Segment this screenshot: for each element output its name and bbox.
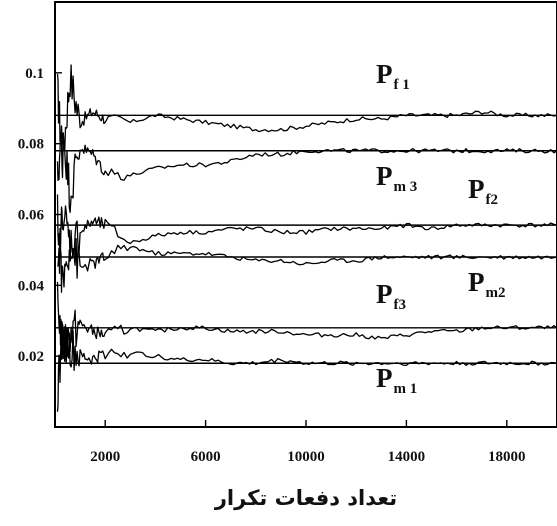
series-label-main: P bbox=[376, 279, 393, 309]
series-label-sub: f3 bbox=[394, 297, 407, 313]
series-label-main: P bbox=[376, 161, 393, 191]
series-label-sub: m2 bbox=[486, 285, 506, 301]
series-line-Pm1 bbox=[56, 323, 557, 412]
series-label-main: P bbox=[376, 363, 393, 393]
series-label-Pm3: Pm 3 bbox=[376, 161, 417, 195]
series-label-main: P bbox=[468, 174, 485, 204]
y-axis-ticks: 0.02 0.04 0.06 0.08 0.1 bbox=[18, 66, 62, 365]
series-line-Pm3 bbox=[56, 125, 557, 214]
x-tick-label: 18000 bbox=[488, 449, 526, 465]
reference-lines bbox=[55, 114, 557, 364]
y-tick-label: 0.06 bbox=[18, 208, 45, 224]
series-label-Pf1: Pf 1 bbox=[376, 59, 410, 93]
x-tick-label: 14000 bbox=[388, 449, 426, 465]
series-label-sub: f 1 bbox=[394, 77, 410, 93]
y-tick-label: 0.04 bbox=[18, 278, 45, 294]
series-line-Pf1 bbox=[56, 64, 557, 179]
series-label-Pf2: Pf2 bbox=[468, 174, 498, 208]
x-axis-title: تعداد دفعات تکرار bbox=[214, 486, 397, 510]
y-tick-label: 0.02 bbox=[18, 349, 44, 365]
series-label-Pf3: Pf3 bbox=[376, 279, 406, 313]
series-label-sub: f2 bbox=[486, 192, 499, 208]
x-tick-label: 2000 bbox=[90, 449, 120, 465]
y-tick-label: 0.1 bbox=[25, 66, 44, 82]
x-axis-ticks: 2000 6000 10000 14000 18000 bbox=[90, 420, 526, 465]
series-label-Pm1: Pm 1 bbox=[376, 363, 417, 397]
series-lines bbox=[56, 64, 557, 412]
series-line-Pf2 bbox=[57, 205, 557, 275]
x-tick-label: 10000 bbox=[287, 449, 325, 465]
series-label-Pm2: Pm2 bbox=[468, 267, 506, 301]
series-label-sub: m 3 bbox=[394, 179, 418, 195]
series-line-Pf3 bbox=[56, 281, 557, 360]
series-label-main: P bbox=[376, 59, 393, 89]
x-tick-label: 6000 bbox=[191, 449, 221, 465]
series-label-main: P bbox=[468, 267, 485, 297]
series-line-Pm2 bbox=[56, 194, 557, 293]
series-label-sub: m 1 bbox=[394, 381, 418, 397]
y-tick-label: 0.08 bbox=[18, 137, 44, 153]
